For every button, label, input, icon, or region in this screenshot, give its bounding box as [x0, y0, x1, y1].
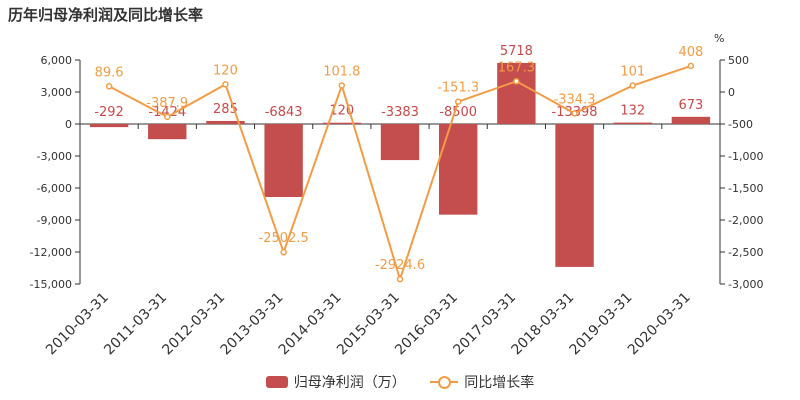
y-right-tick-label: -2,000 [728, 214, 763, 227]
bar [497, 63, 536, 124]
bar-value-label: -3383 [381, 105, 419, 120]
bar-value-label: 673 [678, 98, 703, 113]
growth-rate-line [108, 64, 692, 283]
y-left-tick-label: -12,000 [30, 246, 72, 259]
legend: 归母净利润（万） 同比增长率 [0, 372, 800, 392]
y-left-tick-label: -15,000 [30, 278, 72, 291]
bar [671, 116, 711, 124]
line-point [687, 62, 695, 70]
line-point [629, 82, 636, 89]
bar [148, 124, 187, 140]
line-value-label: -334.3 [554, 92, 596, 107]
line-point [571, 110, 578, 117]
line-value-label: 101.8 [323, 64, 360, 79]
y-right-tick-label: -1,000 [728, 150, 763, 163]
legend-bar-swatch [265, 376, 288, 388]
bar [89, 124, 129, 128]
line-point [280, 248, 287, 256]
line-value-label: -2502.5 [259, 231, 309, 246]
bar-value-label: -6843 [265, 105, 303, 120]
line-point [454, 98, 462, 105]
bar-value-label: 132 [620, 104, 645, 119]
line-value-label: 120 [213, 63, 238, 78]
bar-value-label: 285 [213, 102, 238, 117]
legend-line-swatch [430, 376, 459, 389]
bar [322, 122, 362, 124]
y-left-tick-label: 6,000 [41, 54, 73, 67]
bar-value-label: -292 [94, 105, 124, 120]
y-right-tick-label: 500 [728, 54, 749, 67]
line-point [396, 275, 404, 283]
bar [555, 124, 594, 267]
y-right-tick-label: -500 [728, 118, 753, 131]
y-left-tick-label: 3,000 [41, 86, 73, 99]
y-right-tick-label: -1,500 [728, 182, 763, 195]
y-right-tick-label: -3,000 [728, 278, 763, 291]
line-point [338, 82, 346, 89]
y-right-unit: % [714, 32, 724, 45]
line-point [164, 113, 171, 121]
x-tick-label: 2020-03-31 [625, 290, 694, 359]
bar [264, 124, 303, 197]
line-point [105, 83, 113, 90]
bar-value-label: -1424 [148, 105, 186, 120]
bar-value-label: -8500 [439, 105, 477, 120]
legend-item-bar[interactable]: 归母净利润（万） [265, 372, 406, 392]
line-value-label: 167.3 [498, 60, 535, 75]
y-right-tick-label: -2,500 [728, 246, 763, 259]
bar-value-label: 5718 [500, 44, 533, 59]
y-left-tick-label: -6,000 [37, 182, 72, 195]
legend-item-line[interactable]: 同比增长率 [430, 372, 534, 392]
bar [613, 122, 652, 124]
bar [380, 124, 420, 161]
legend-line-label: 同比增长率 [464, 375, 535, 391]
line-value-label: -387.9 [146, 96, 188, 111]
bar [438, 124, 478, 215]
y-left-tick-label: -3,000 [37, 150, 72, 163]
line-value-label: 89.6 [95, 65, 124, 80]
line-point [513, 78, 520, 85]
line-value-label: 408 [678, 45, 703, 60]
legend-bar-label: 归母净利润（万） [293, 375, 406, 391]
chart-title: 历年归母净利润及同比增长率 [8, 6, 204, 24]
y-left-tick-label: -9,000 [37, 214, 72, 227]
line-value-label: -151.3 [437, 81, 479, 96]
line-value-label: 101 [620, 65, 645, 80]
line-value-label: -2924.6 [375, 258, 425, 273]
line-point [222, 81, 229, 88]
y-right-tick-label: 0 [728, 86, 735, 99]
y-left-tick-label: 0 [65, 118, 72, 131]
bar [206, 120, 245, 124]
